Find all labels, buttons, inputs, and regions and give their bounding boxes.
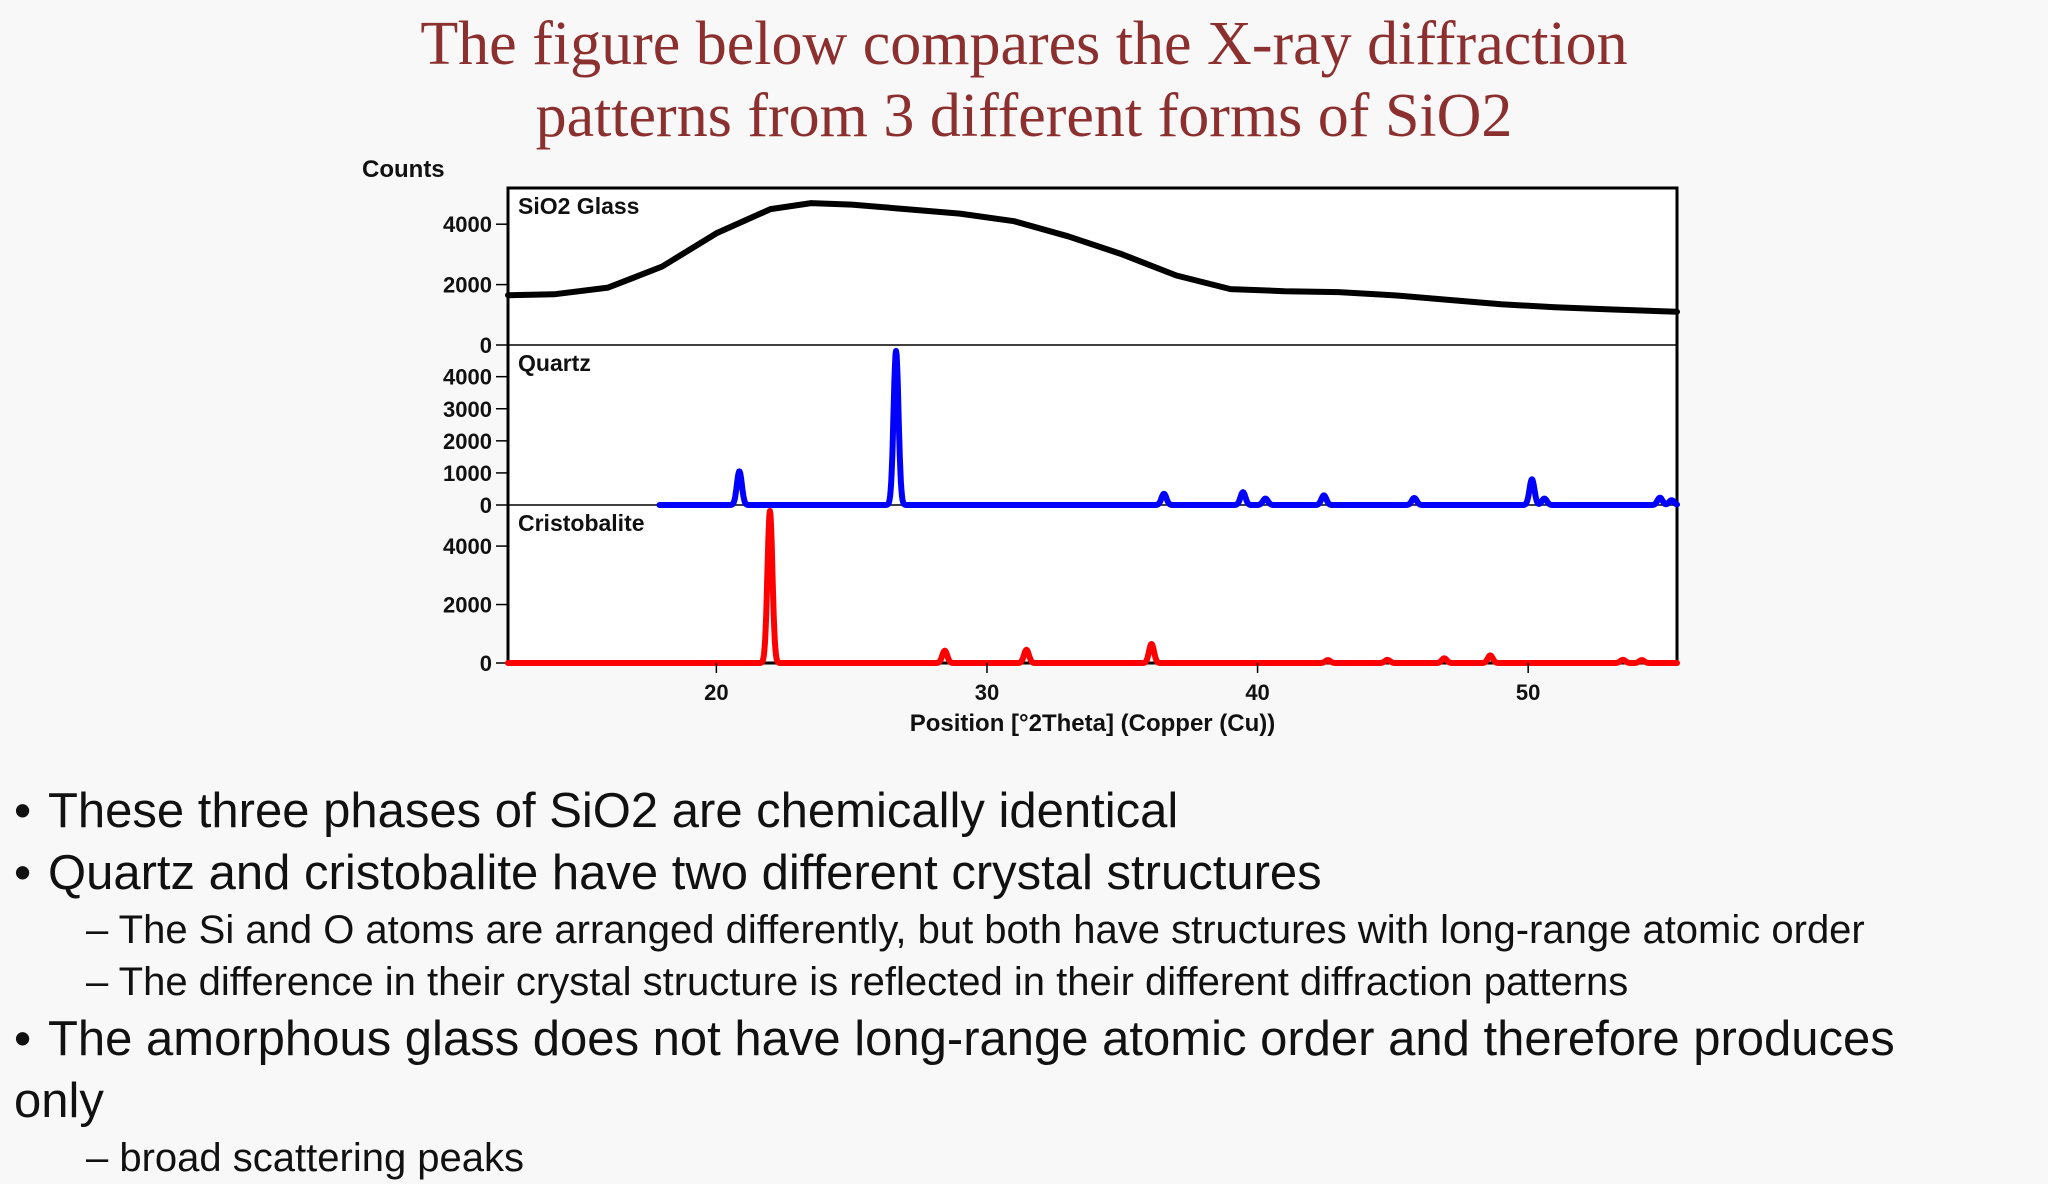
y-tick-label: 2000 [443, 429, 492, 454]
bullet-item: • The amorphous glass does not have long-… [14, 1008, 2044, 1070]
x-axis-label: Position [°2Theta] (Copper (Cu)) [910, 710, 1276, 737]
panel-label: Cristobalite [518, 510, 645, 536]
y-tick-label: 1000 [443, 461, 492, 486]
y-tick-label: 4000 [443, 212, 492, 237]
bullet-item: • These three phases of SiO2 are chemical… [14, 780, 2044, 842]
bullet-icon: • [14, 784, 32, 838]
y-tick-label: 4000 [443, 365, 492, 390]
bullet-text: The amorphous glass does not have long-r… [48, 1012, 1895, 1066]
sub-bullet-item: – The Si and O atoms are arranged differ… [86, 908, 1865, 952]
y-tick-label: 2000 [443, 593, 492, 618]
slide-title-line-1: The figure below compares the X-ray diff… [420, 10, 1628, 78]
y-axis-label: Counts [362, 156, 445, 183]
y-tick-label: 2000 [443, 273, 492, 298]
bullet-continuation: only [14, 1074, 104, 1128]
y-tick-label: 0 [480, 651, 492, 676]
x-tick-label: 50 [1516, 680, 1540, 705]
series-line [505, 200, 1680, 315]
x-tick-label: 30 [975, 680, 999, 705]
series-line [505, 508, 1680, 666]
bullet-item: • Quartz and cristobalite have two differ… [14, 842, 2044, 904]
y-tick-label: 0 [480, 333, 492, 358]
x-tick-label: 40 [1245, 680, 1269, 705]
sub-bullet-item: – The difference in their crystal struct… [86, 960, 1629, 1004]
slide-title-line-2: patterns from 3 different forms of SiO2 [535, 82, 1513, 150]
bullet-list: • These three phases of SiO2 are chemical… [14, 780, 2044, 1184]
y-tick-label: 3000 [443, 397, 492, 422]
bullet-text: Quartz and cristobalite have two differe… [48, 846, 1322, 900]
bullet-text: These three phases of SiO2 are chemicall… [48, 784, 1179, 838]
panel-label: SiO2 Glass [518, 193, 639, 219]
series-line [656, 348, 1680, 508]
slide-title: The figure below compares the X-ray diff… [0, 8, 2048, 152]
bullet-icon: • [14, 846, 32, 900]
x-tick-label: 20 [704, 680, 728, 705]
xrd-chart: Counts 0 2000 4000 SiO2 Glass 0 1000 2000 3000 40… [362, 156, 1680, 737]
sub-bullet-item: – broad scattering peaks [86, 1136, 525, 1180]
bullet-icon: • [14, 1012, 32, 1066]
y-tick-label: 4000 [443, 534, 492, 559]
panel-label: Quartz [518, 350, 591, 376]
y-tick-label: 0 [480, 493, 492, 518]
plot-frame [506, 186, 1679, 665]
